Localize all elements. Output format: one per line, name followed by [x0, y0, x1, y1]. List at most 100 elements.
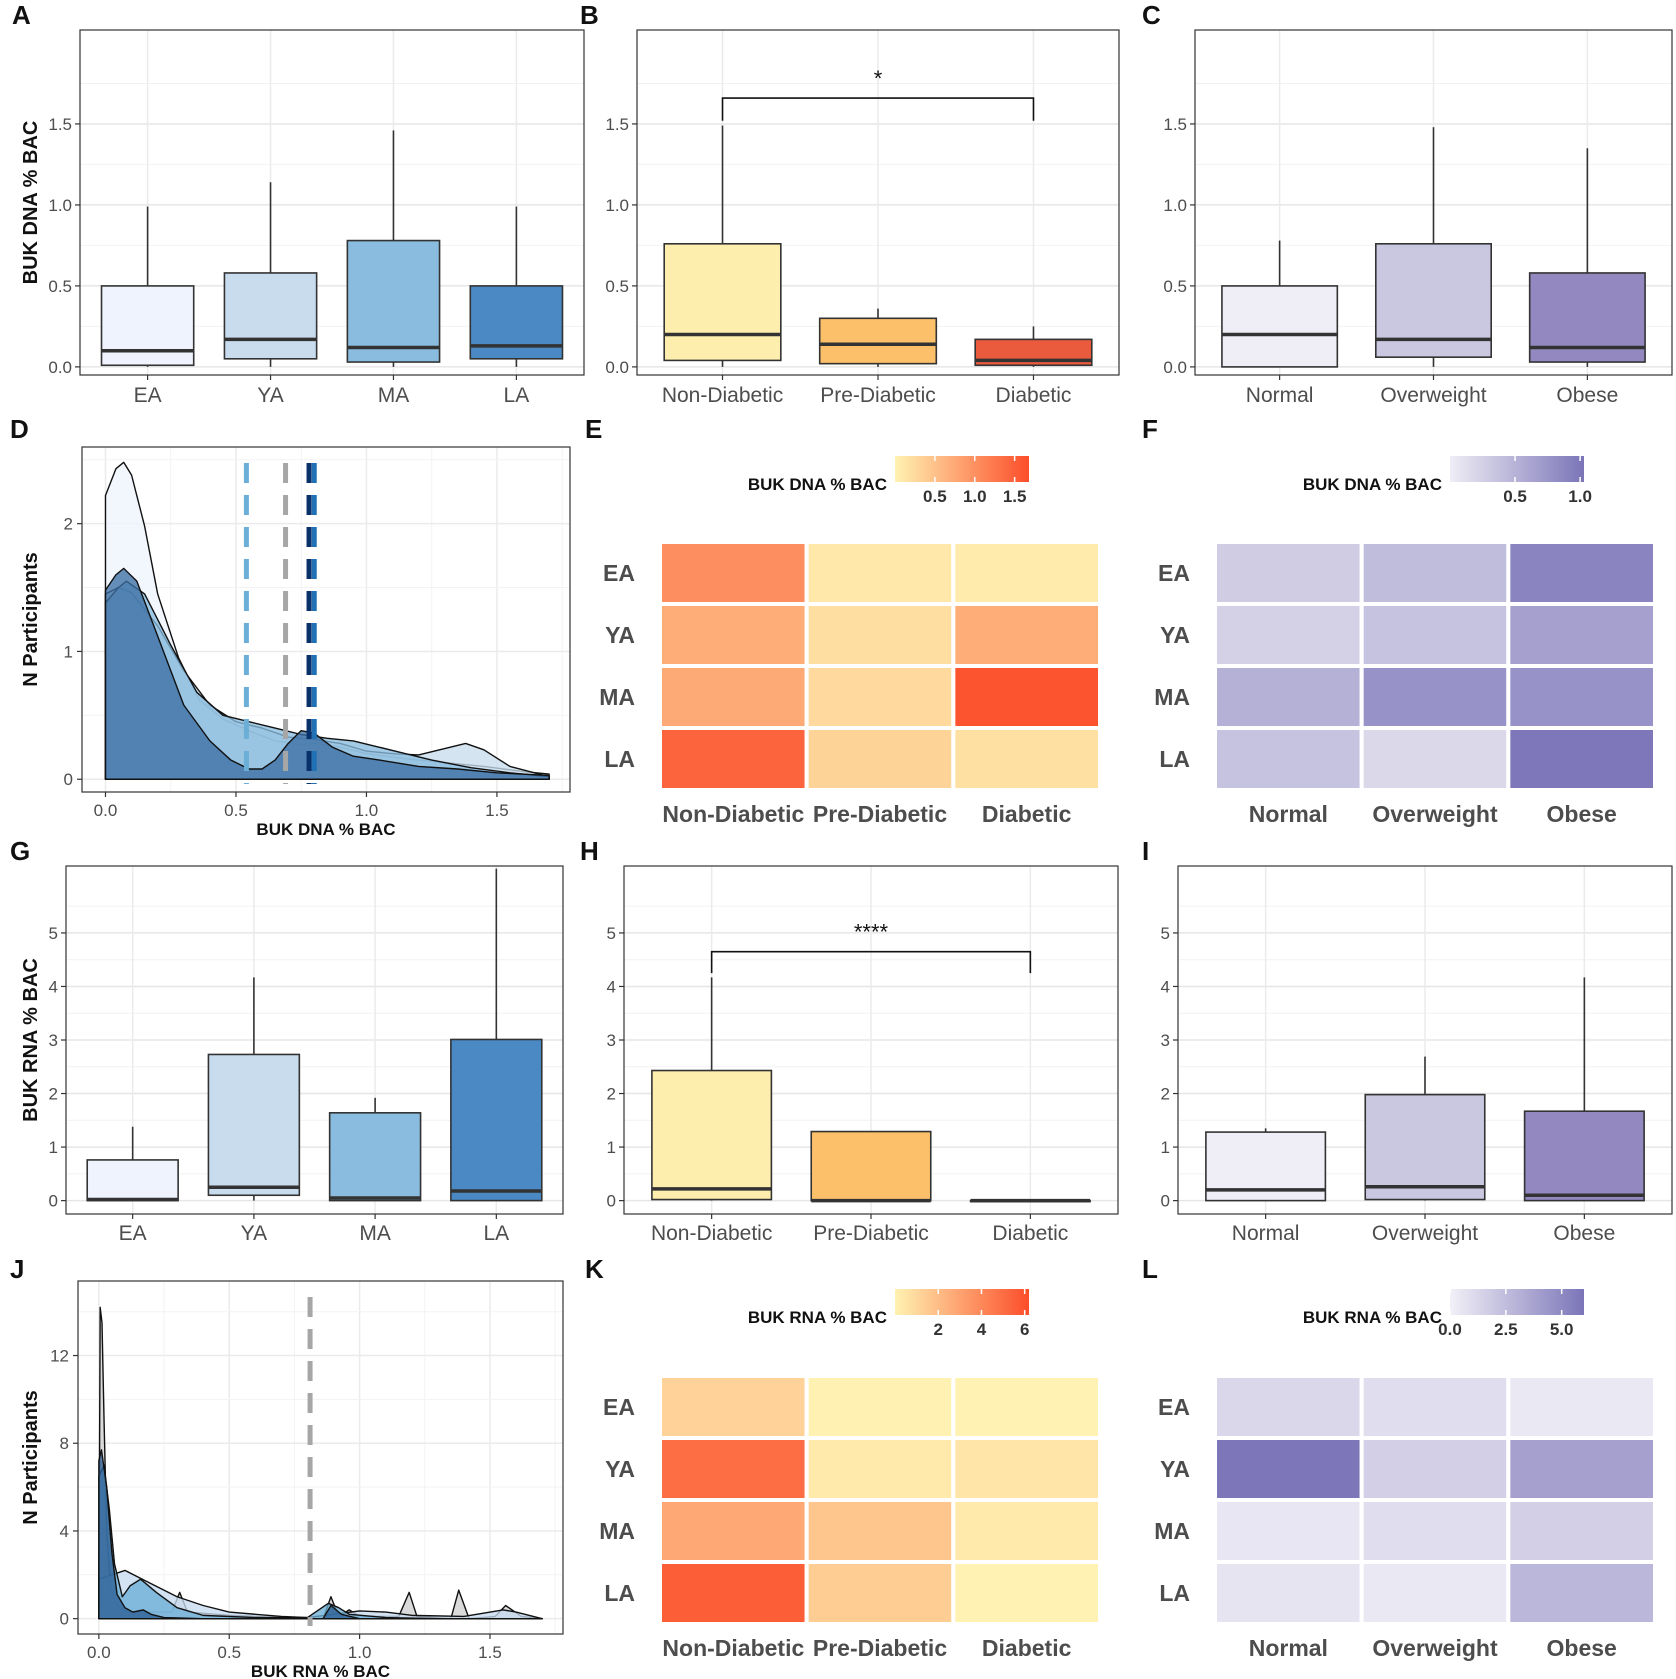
heat-cell-ma-overweight	[1359, 1498, 1511, 1564]
row-label: YA	[605, 1456, 635, 1482]
chart-b: 0.0 0.5 1.0 1.5 Non-Diabetic Pre-Diabetic Diab…	[605, 29, 1120, 407]
col-label: Diabetic	[982, 1635, 1072, 1661]
row-label: EA	[1158, 1394, 1190, 1420]
heat-cell-ma-obese	[1506, 1498, 1658, 1564]
chart-k: EA YA MA LA Non-Diabetic Pre-Diabetic Diabetic…	[599, 1289, 1102, 1661]
chart-a: 0.0 0.5 1.0 1.5 EA YA MA LA BUK DNA % BAC	[20, 29, 585, 407]
y-tick-label: 4	[1161, 977, 1170, 996]
x-tick-label: Non-Diabetic	[662, 384, 783, 407]
x-tick-label: 1.0	[348, 1643, 372, 1662]
chart-i: 0 1 2 3 4 5 Normal Overweight Obese	[1161, 865, 1673, 1245]
col-label: Normal	[1249, 801, 1328, 827]
panel-label-h: H	[580, 836, 599, 866]
x-tick-label: MA	[378, 384, 410, 407]
heat-cell-ma-non-diabetic	[658, 664, 809, 730]
y-axis-label: N Participants	[20, 1390, 42, 1524]
heat-cell-ma-diabetic	[951, 664, 1102, 730]
x-tick-label: Diabetic	[996, 384, 1072, 407]
y-tick-label: 1	[64, 642, 73, 661]
y-tick-label: 1.0	[605, 196, 629, 215]
significance-bracket	[721, 97, 1035, 121]
density-ma	[98, 1464, 543, 1620]
y-tick-label: 0.5	[605, 277, 629, 296]
chart-f: EA YA MA LA Normal Overweight Obese BUK DNA % B…	[1154, 456, 1658, 827]
y-tick-label: 2	[1161, 1085, 1170, 1104]
heat-cell-ma-obese	[1506, 664, 1658, 730]
heat-cell-la-pre-diabetic	[804, 726, 956, 792]
x-tick-label: Overweight	[1380, 384, 1486, 407]
heat-cell-la-overweight	[1359, 726, 1511, 792]
panel-label-a: A	[12, 0, 31, 30]
legend-tick-label: 2	[933, 1320, 942, 1339]
heat-cell-la-diabetic	[951, 726, 1102, 792]
significance-bracket	[710, 950, 1032, 974]
col-label: Obese	[1547, 801, 1617, 827]
heat-cell-ea-overweight	[1359, 1374, 1511, 1440]
y-tick-label: 12	[50, 1347, 69, 1366]
panel-border	[77, 1280, 564, 1635]
y-tick-label: 5	[607, 924, 616, 943]
x-tick-label: MA	[359, 1222, 391, 1245]
legend-title: BUK RNA % BAC	[1303, 1308, 1442, 1327]
density-areas	[104, 461, 550, 780]
box-ea	[86, 1159, 179, 1202]
heat-cell-ea-non-diabetic	[658, 540, 809, 606]
y-tick-label: 3	[49, 1031, 58, 1050]
box-ya	[223, 272, 318, 360]
y-tick-label: 1	[607, 1138, 616, 1157]
y-tick-label: 1.5	[48, 115, 72, 134]
legend-tick-label: 0.5	[923, 487, 947, 506]
heat-cell-la-obese	[1506, 726, 1658, 792]
col-label: Obese	[1547, 1635, 1617, 1661]
density-la	[104, 567, 550, 780]
x-tick-label: Non-Diabetic	[651, 1222, 772, 1245]
x-tick-label: Obese	[1556, 384, 1618, 407]
row-label: YA	[1160, 622, 1190, 648]
legend-tick-label: 5.0	[1550, 1320, 1574, 1339]
heat-cell-ya-obese	[1506, 1436, 1658, 1502]
legend-tick-label: 4	[977, 1320, 987, 1339]
heat-cell-ma-non-diabetic	[658, 1498, 809, 1564]
y-tick-label: 1	[1161, 1138, 1170, 1157]
legend-title: BUK RNA % BAC	[748, 1308, 887, 1327]
density-ea	[98, 1306, 543, 1620]
y-tick-label: 0	[49, 1192, 58, 1211]
y-tick-label: 5	[1161, 924, 1170, 943]
heat-cell-ya-pre-diabetic	[804, 602, 956, 668]
heat-cell-ya-non-diabetic	[658, 1436, 809, 1502]
x-tick-label: Normal	[1232, 1222, 1300, 1245]
x-tick-label: Pre-Diabetic	[813, 1222, 929, 1245]
y-tick-label: 1.0	[48, 196, 72, 215]
row-label: MA	[1154, 684, 1190, 710]
x-tick-label: 0.5	[217, 1643, 241, 1662]
y-tick-label: 1.5	[1163, 115, 1187, 134]
box-la	[469, 285, 564, 360]
chart-l: EA YA MA LA Normal Overweight Obese BUK RNA % B…	[1154, 1289, 1658, 1661]
y-tick-label: 1.5	[605, 115, 629, 134]
y-tick-label: 2	[49, 1085, 58, 1104]
x-tick-label: 0.0	[94, 801, 118, 820]
heat-cell-la-pre-diabetic	[804, 1560, 956, 1626]
col-label: Pre-Diabetic	[813, 1635, 947, 1661]
x-tick-label: 0.5	[224, 801, 248, 820]
row-label: MA	[599, 684, 635, 710]
y-tick-label: 2	[64, 515, 73, 534]
col-label: Pre-Diabetic	[813, 801, 947, 827]
heat-cell-la-non-diabetic	[658, 726, 809, 792]
x-tick-label: 1.0	[355, 801, 379, 820]
legend-title: BUK DNA % BAC	[748, 475, 887, 494]
row-label: LA	[604, 746, 635, 772]
x-tick-label: Normal	[1246, 384, 1314, 407]
chart-d: 0.0 0.5 1.0 1.5 0 1 2 BUK DNA % BAC N Participan…	[20, 446, 571, 839]
y-axis-label: BUK RNA % BAC	[20, 958, 42, 1122]
heat-cell-ya-pre-diabetic	[804, 1436, 956, 1502]
col-label: Diabetic	[982, 801, 1072, 827]
box-non-diabetic	[651, 1069, 773, 1201]
row-label: MA	[599, 1518, 635, 1544]
panel-label-l: L	[1142, 1254, 1158, 1284]
panel-label-g: G	[10, 836, 30, 866]
x-tick-label: 0.0	[87, 1643, 111, 1662]
box-ma	[346, 239, 441, 363]
y-tick-label: 0	[607, 1192, 616, 1211]
